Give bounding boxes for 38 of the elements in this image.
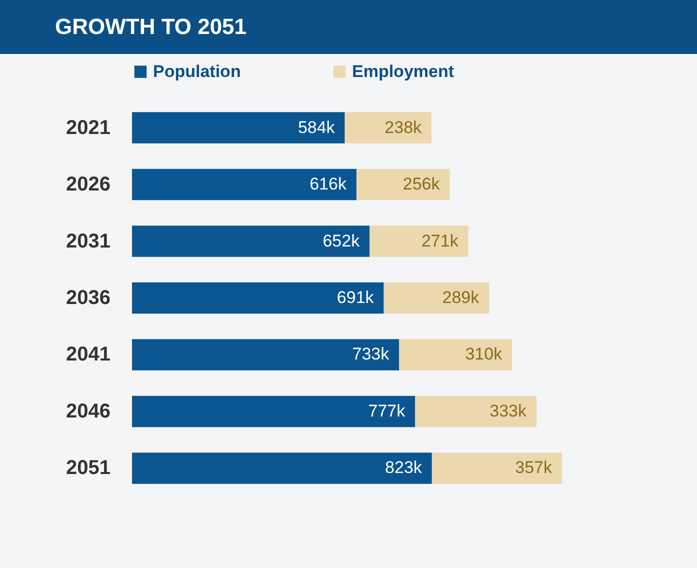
data-label: 652k — [322, 231, 360, 250]
bar — [132, 452, 432, 484]
bar — [132, 168, 356, 200]
legend-label: Employment — [352, 62, 454, 81]
bar — [132, 339, 400, 370]
data-label: 333k — [490, 401, 527, 420]
data-label: 616k — [310, 174, 347, 194]
y-tick-label: 2036 — [66, 287, 110, 309]
bar — [399, 339, 512, 370]
data-label: 256k — [402, 174, 440, 194]
data-label: 357k — [515, 458, 552, 478]
chart-title: GROWTH TO 2051 — [0, 0, 697, 54]
legend-label: Population — [153, 62, 241, 81]
bar — [432, 452, 562, 484]
bar — [415, 396, 536, 428]
y-tick-label: 2026 — [66, 174, 110, 196]
bar — [132, 226, 370, 257]
data-label: 823k — [385, 458, 422, 478]
bar — [370, 226, 468, 257]
data-label: 777k — [368, 401, 406, 420]
data-label: 289k — [442, 288, 480, 307]
y-tick-label: 2051 — [66, 457, 110, 480]
data-label: 310k — [465, 344, 503, 364]
y-tick-label: 2031 — [66, 230, 110, 252]
data-label: 733k — [352, 344, 390, 364]
bar — [132, 282, 384, 314]
data-label: 691k — [336, 288, 374, 307]
data-label: 271k — [421, 231, 459, 250]
y-tick-label: 2046 — [66, 400, 110, 422]
y-tick-label: 2041 — [66, 344, 110, 366]
bar — [132, 396, 416, 428]
bar — [344, 112, 432, 144]
bar — [356, 168, 450, 200]
bar — [132, 112, 345, 144]
data-label: 238k — [384, 118, 422, 137]
y-tick-label: 2021 — [66, 116, 110, 139]
bar — [384, 282, 490, 314]
data-label: 584k — [298, 118, 336, 137]
